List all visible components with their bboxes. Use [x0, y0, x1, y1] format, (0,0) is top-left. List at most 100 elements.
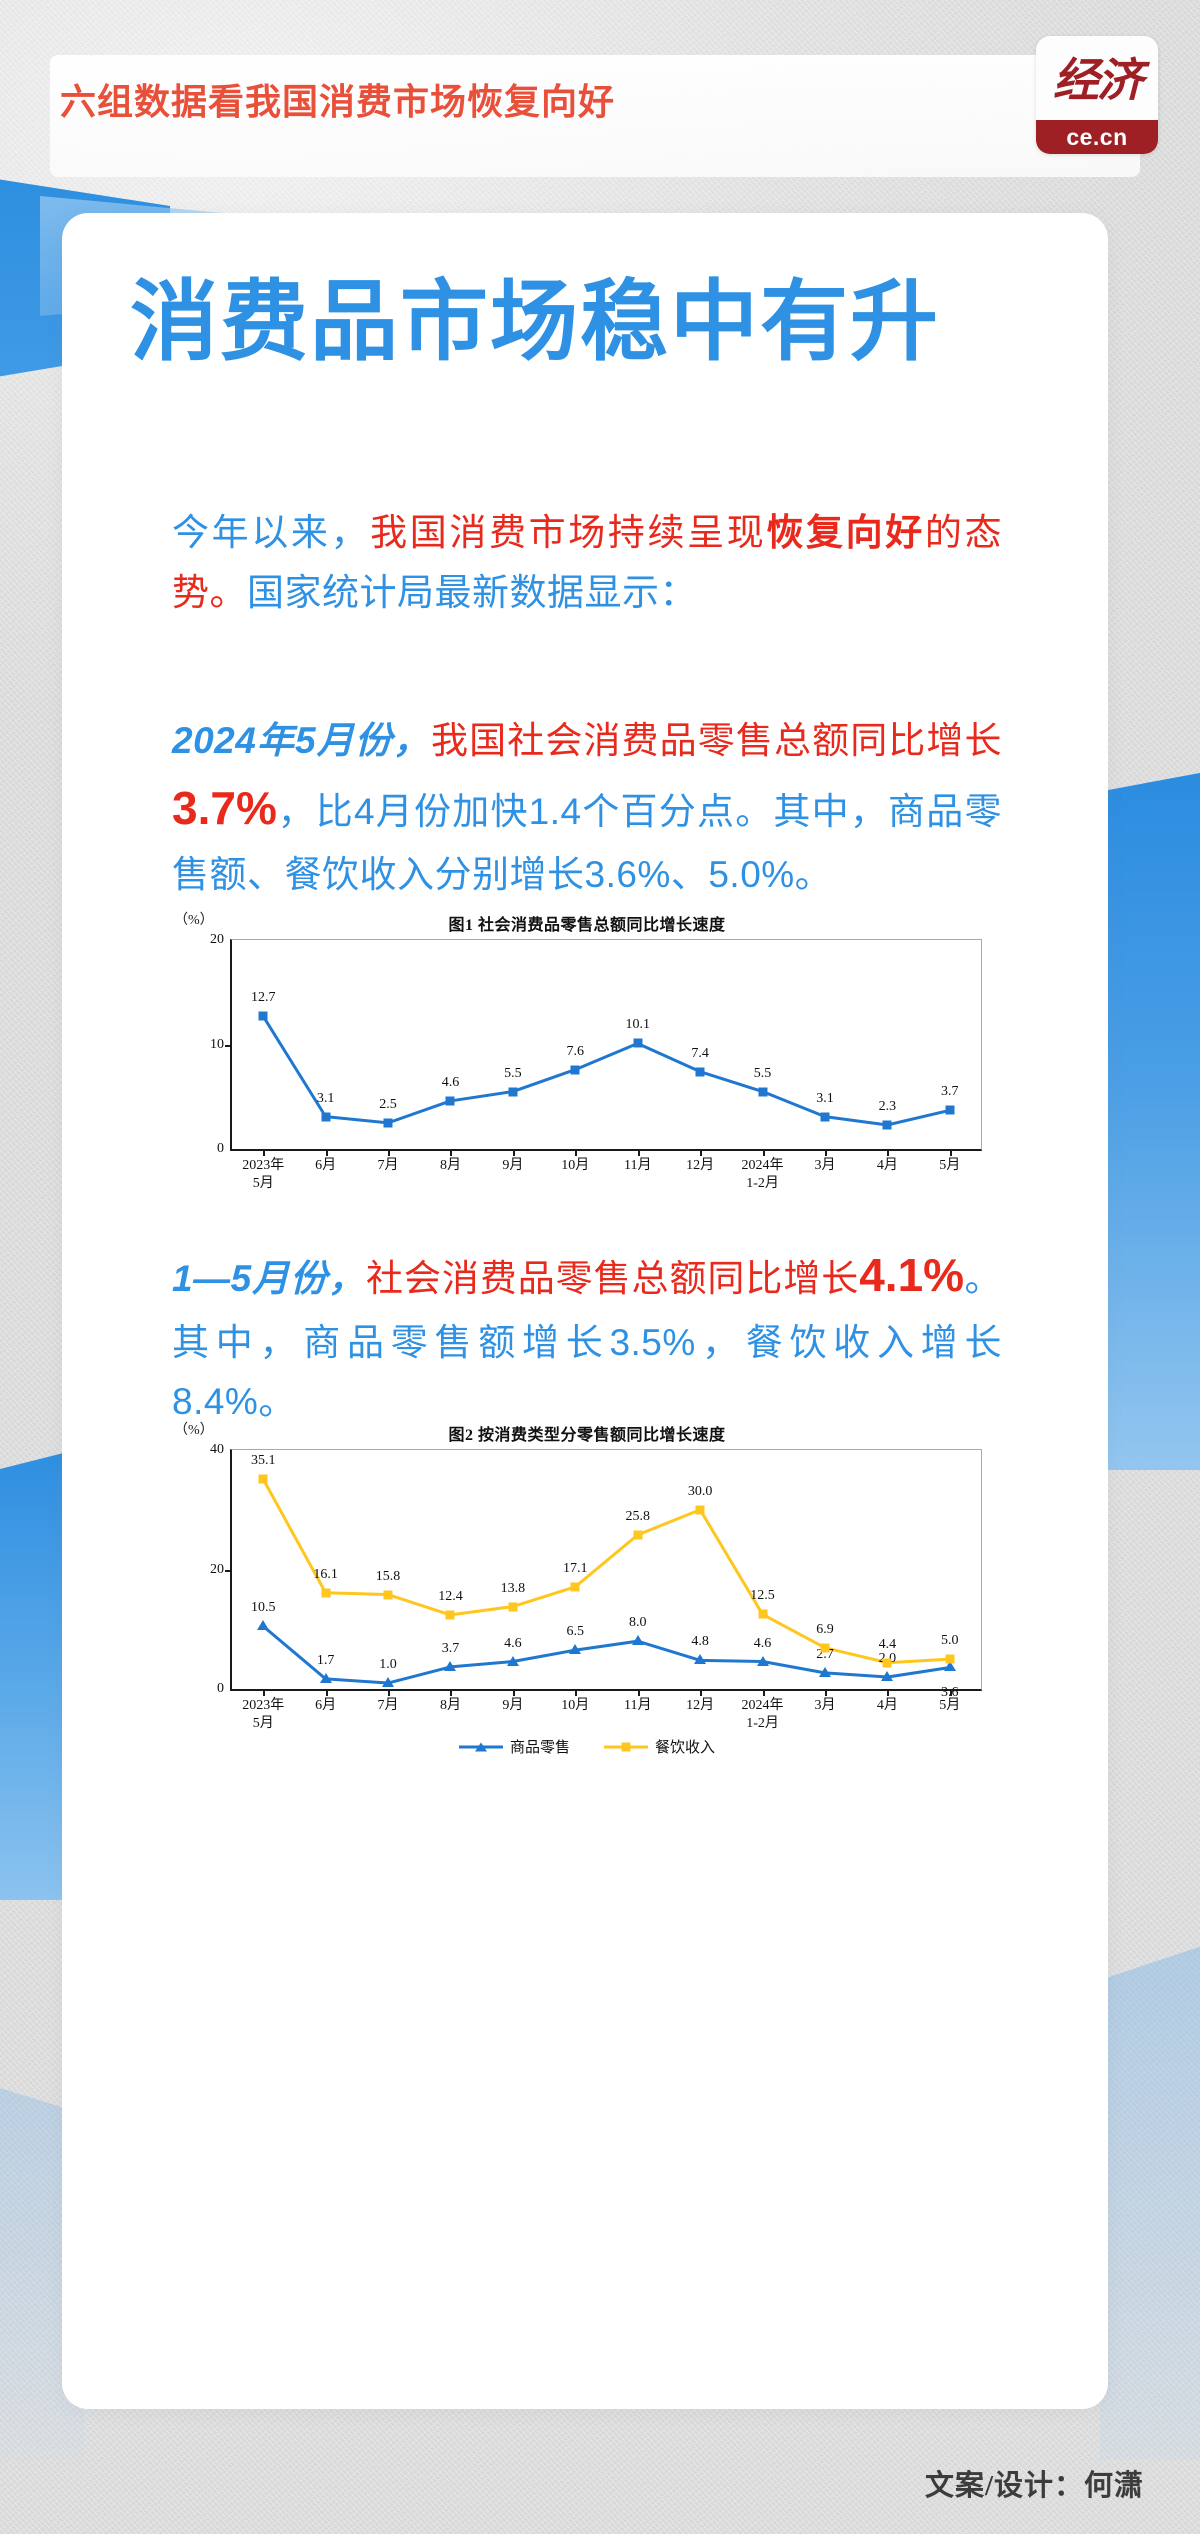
chart-1-marker-0-1: [321, 1112, 331, 1122]
chart-2-xtick-mark-2: [388, 1689, 391, 1696]
chart-1-xtick-5: 10月: [561, 1158, 590, 1173]
chart-2-value-label-0-6: 8.0: [628, 1615, 647, 1631]
chart-2-value-label-1-9: 6.9: [816, 1621, 834, 1637]
chart-2-unit-label: （%）: [174, 1423, 214, 1438]
chart-1-value-label-0-10: 2.3: [878, 1098, 897, 1114]
chart-2-xtick-10: 4月: [876, 1698, 898, 1713]
chart-1-xtick-mark-3: [450, 1149, 453, 1156]
chart-2-marker-0-6: [631, 1635, 644, 1646]
chart-1-xtick-mark-6: [637, 1149, 640, 1156]
chart-1-unit-label: （%）: [174, 913, 214, 928]
chart-2-value-label-0-7: 4.8: [691, 1634, 709, 1650]
chart-1-value-label-0-3: 4.6: [441, 1074, 460, 1090]
chart-2-ytick-mark-20: [225, 1569, 232, 1572]
chart-1-xtick-3: 8月: [439, 1158, 461, 1173]
chart-1-xtick-4: 9月: [502, 1158, 524, 1173]
chart-2-marker-1-7: [695, 1505, 705, 1515]
chart-2-value-label-1-4: 13.8: [500, 1580, 526, 1596]
chart-2-value-label-0-1: 1.7: [316, 1652, 335, 1668]
chart-1-value-label-0-5: 7.6: [566, 1043, 585, 1059]
chart-2-marker-0-2: [382, 1677, 395, 1688]
chart-2-legend-item-商品零售[interactable]: 商品零售: [458, 1736, 570, 1757]
chart-2-marker-0-5: [569, 1644, 582, 1655]
chart-2-series-lines: [261, 1478, 951, 1685]
chart-1-xtick-mark-11: [949, 1149, 952, 1156]
chart-2-xtick-7: 12月: [686, 1698, 715, 1713]
chart-1-value-label-0-4: 5.5: [504, 1065, 522, 1081]
chart-1-ytick-0: 0: [217, 1141, 224, 1156]
p3-seg-blue: 。其中，商品零售额增长3.5%，餐饮收入增长8.4%。: [172, 1258, 1003, 1423]
chart-1-xtick-mark-9: [824, 1149, 827, 1156]
chart-1-xtick-mark-0: [263, 1149, 266, 1156]
chart-2-xtick-0: 2023年 5月: [242, 1698, 285, 1731]
chart-2-value-label-1-6: 25.8: [625, 1508, 650, 1524]
chart-1-xtick-mark-10: [887, 1149, 890, 1156]
p1-seg-blue-1: 今年以来，: [172, 512, 371, 553]
chart-2-marker-1-5: [570, 1582, 580, 1592]
p2-seg-blue: ，比4月份加快1.4个百分点。其中，商品零售额、餐饮收入分别增长3.6%、5.0…: [172, 790, 1002, 896]
chart-2-marker-1-3: [445, 1610, 455, 1620]
chart-1-xtick-9: 3月: [814, 1158, 836, 1173]
chart-1-value-label-0-11: 3.7: [941, 1084, 959, 1100]
chart-2-xtick-mark-6: [637, 1689, 640, 1696]
chart-1-marker-0-11: [945, 1105, 955, 1115]
p2-seg-period: 2024年5月份，: [172, 720, 432, 761]
chart-1-marker-0-0: [258, 1011, 268, 1021]
chart-2-legend: 商品零售 餐饮收入: [172, 1736, 1002, 1757]
chart-1-marker-0-4: [508, 1087, 518, 1097]
chart-2-marker-0-10: [881, 1671, 894, 1682]
chart-2-marker-0-11: [943, 1661, 956, 1672]
chart-2-value-label-1-10: 4.4: [878, 1636, 897, 1652]
chart-2-marker-1-1: [321, 1588, 331, 1598]
chart-1-value-label-0-8: 5.5: [753, 1065, 772, 1081]
chart-1-ytick-mark-10: [225, 1044, 232, 1047]
logo-domain-band: ce.cn: [1036, 120, 1158, 154]
paragraph-may-data: 2024年5月份，我国社会消费品零售总额同比增长 3.7%，比4月份加快1.4个百…: [172, 711, 1002, 905]
chart-2-xtick-mark-1: [325, 1689, 328, 1696]
chart-1-value-label-0-6: 10.1: [625, 1017, 650, 1033]
chart-1-ytick-10: 10: [210, 1036, 224, 1052]
chart-2-marker-1-10: [882, 1658, 892, 1668]
chart-1-title: 图1 社会消费品零售总额同比增长速度: [448, 917, 726, 934]
chart-2-xtick-2: 7月: [377, 1698, 399, 1713]
ce-cn-logo[interactable]: 经济 ce.cn: [1036, 36, 1158, 154]
chart-1-ytick-20: 20: [210, 932, 224, 947]
chart-2-marker-1-8: [758, 1609, 768, 1619]
chart-2-xtick-5: 10月: [561, 1698, 590, 1713]
chart-2-xtick-mark-7: [700, 1689, 703, 1696]
chart-2-xtick-11: 5月: [939, 1698, 961, 1713]
logo-calligraphy-mark: 经济: [1053, 55, 1143, 106]
p1-seg-red-2: 的态势。: [172, 512, 1002, 613]
chart-1-marker-0-10: [882, 1120, 892, 1130]
chart-2-marker-0-1: [319, 1672, 332, 1683]
chart-2-legend-label: 餐饮收入: [655, 1740, 716, 1756]
chart-1-line-社会消费品零售总额: [261, 1015, 951, 1127]
chart-2-value-label-1-1: 16.1: [313, 1566, 338, 1582]
chart-2-marker-1-2: [383, 1590, 393, 1600]
chart-2-xtick-mark-0: [263, 1689, 266, 1696]
chart-1-marker-0-6: [633, 1038, 643, 1048]
chart-2-value-label-0-3: 3.7: [441, 1640, 460, 1656]
chart-1-plot-area: 0 10 20 2023年 5月 6月 7月 8月 9月 10月 11月 12月 2024年 1-2月…: [210, 932, 982, 1191]
chart-2-value-label-1-3: 12.4: [438, 1588, 463, 1604]
p2-seg-red: 我国社会消费品零售总额同比增长: [431, 720, 1003, 761]
chart-2-xtick-mark-10: [887, 1689, 890, 1696]
chart-2-value-label-0-5: 6.5: [566, 1624, 585, 1640]
chart-2-ytick-20: 20: [210, 1561, 224, 1577]
chart-1-xtick-mark-2: [388, 1149, 391, 1156]
chart-2-xtick-3: 8月: [439, 1698, 461, 1713]
chart-2-value-label-1-0: 35.1: [250, 1453, 276, 1469]
banner-title: 六组数据看我国消费市场恢复向好: [60, 82, 616, 122]
chart-2-line-商品零售: [262, 1625, 951, 1685]
p3-highlight-value: 4.1%: [859, 1249, 965, 1301]
chart-1-marker-0-7: [695, 1067, 705, 1077]
chart-1-marker-0-5: [570, 1065, 580, 1075]
chart-1-xtick-2: 7月: [377, 1158, 399, 1173]
chart-1-value-label-0-7: 7.4: [691, 1045, 709, 1061]
chart-2-legend-swatch-icon: [604, 1741, 648, 1753]
chart-2-marker-0-8: [756, 1655, 769, 1666]
chart-2-marker-0-4: [506, 1655, 519, 1666]
chart-1-xtick-10: 4月: [876, 1158, 898, 1173]
p1-seg-red-1: 我国消费市场持续呈现: [370, 512, 767, 553]
chart-2-legend-item-餐饮收入[interactable]: 餐饮收入: [604, 1736, 715, 1757]
